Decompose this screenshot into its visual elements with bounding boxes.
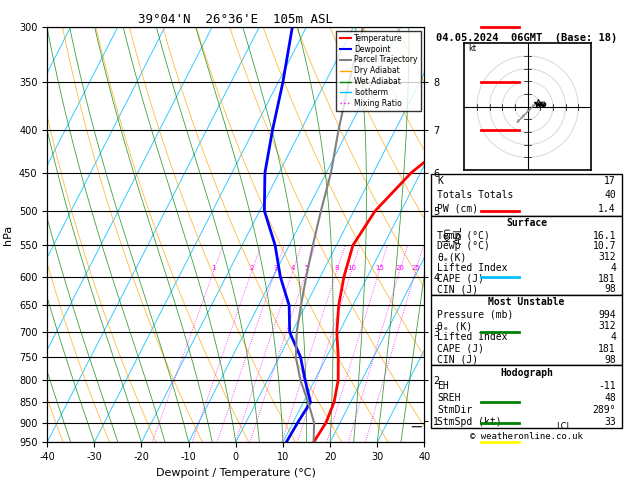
Text: StmSpd (kt): StmSpd (kt) [437,417,502,427]
Y-axis label: hPa: hPa [3,225,13,244]
Text: EH: EH [437,381,449,391]
Text: 1: 1 [211,264,216,271]
Text: Totals Totals: Totals Totals [437,190,514,200]
Title: 39°04'N  26°36'E  105m ASL: 39°04'N 26°36'E 105m ASL [138,13,333,26]
Text: Pressure (mb): Pressure (mb) [437,310,514,320]
Text: Lifted Index: Lifted Index [437,332,508,342]
Text: StmDir: StmDir [437,405,472,415]
Text: SREH: SREH [437,393,460,403]
Text: Hodograph: Hodograph [500,368,553,378]
Text: Surface: Surface [506,218,547,228]
Text: Lifted Index: Lifted Index [437,263,508,273]
Text: 4: 4 [610,263,616,273]
Text: 181: 181 [598,274,616,284]
Text: Most Unstable: Most Unstable [488,297,565,307]
Text: 312: 312 [598,252,616,262]
Text: CIN (J): CIN (J) [437,355,479,365]
Bar [431,216,622,295]
Text: 5: 5 [304,264,309,271]
Text: PW (cm): PW (cm) [437,204,479,214]
Text: θₑ (K): θₑ (K) [437,321,472,331]
Text: 10.7: 10.7 [593,242,616,251]
Text: 15: 15 [375,264,384,271]
Bar [431,174,622,216]
Text: CAPE (J): CAPE (J) [437,274,484,284]
Text: 4: 4 [610,332,616,342]
Text: 10: 10 [347,264,356,271]
Text: 8: 8 [335,264,339,271]
Text: 20: 20 [396,264,404,271]
Text: 17: 17 [604,176,616,186]
Text: -11: -11 [598,381,616,391]
Text: 16.1: 16.1 [593,231,616,241]
Text: LCL: LCL [557,422,572,431]
Y-axis label: km
ASL: km ASL [442,226,464,243]
Text: 3: 3 [274,264,278,271]
Text: 98: 98 [604,284,616,295]
Text: 994: 994 [598,310,616,320]
Text: 98: 98 [604,355,616,365]
Text: 181: 181 [598,344,616,353]
Text: CAPE (J): CAPE (J) [437,344,484,353]
Legend: Temperature, Dewpoint, Parcel Trajectory, Dry Adiabat, Wet Adiabat, Isotherm, Mi: Temperature, Dewpoint, Parcel Trajectory… [337,31,421,111]
Text: Temp (°C): Temp (°C) [437,231,490,241]
X-axis label: Dewpoint / Temperature (°C): Dewpoint / Temperature (°C) [156,468,316,478]
Text: 1.4: 1.4 [598,204,616,214]
Text: K: K [437,176,443,186]
Text: θₑ(K): θₑ(K) [437,252,467,262]
Text: CIN (J): CIN (J) [437,284,479,295]
Text: © weatheronline.co.uk: © weatheronline.co.uk [470,432,583,440]
Text: 25: 25 [411,264,420,271]
Text: 312: 312 [598,321,616,331]
Text: 289°: 289° [593,405,616,415]
Text: Dewp (°C): Dewp (°C) [437,242,490,251]
Text: 04.05.2024  06GMT  (Base: 18): 04.05.2024 06GMT (Base: 18) [436,33,617,43]
Bar [431,365,622,428]
Text: 48: 48 [604,393,616,403]
Text: 40: 40 [604,190,616,200]
Text: 2: 2 [250,264,254,271]
Text: 4: 4 [291,264,295,271]
Bar [431,295,622,365]
Text: 33: 33 [604,417,616,427]
